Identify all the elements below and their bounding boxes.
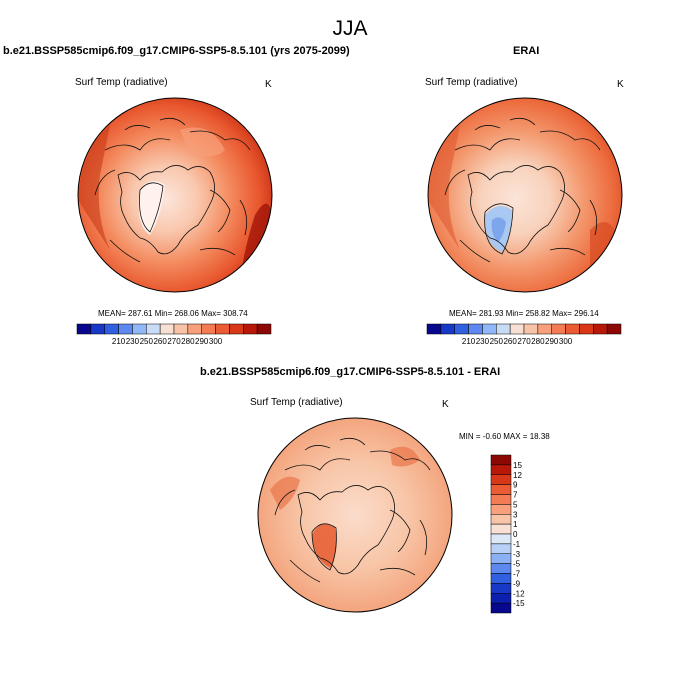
colorbar-tick-label: -9 — [513, 579, 521, 588]
colorbar-tick-label: 3 — [513, 510, 518, 519]
colorbar-swatch — [482, 323, 497, 335]
colorbar-tick-label: -15 — [513, 599, 525, 608]
colorbar-swatch — [215, 323, 230, 335]
panel-1-colorbar: 210 230 250 260 270 280 290 300 — [76, 323, 272, 346]
colorbar-swatch — [565, 323, 580, 335]
colorbar-swatch — [579, 323, 594, 335]
panel-1-stats: MEAN= 287.61 Min= 268.06 Max= 308.74 — [98, 309, 248, 318]
colorbar-swatch — [593, 323, 608, 335]
colorbar-tick-label: 210 — [462, 337, 476, 346]
colorbar-swatch — [440, 323, 455, 335]
panel-3-polar-map — [257, 417, 453, 613]
colorbar-swatch — [490, 454, 512, 466]
colorbar-swatch — [468, 323, 483, 335]
colorbar-tick-label: 260 — [503, 337, 517, 346]
panel-3-title: b.e21.BSSP585cmip6.f09_g17.CMIP6-SSP5-8.… — [200, 366, 501, 378]
panel-1-polar-map — [77, 97, 273, 293]
colorbar-swatch — [229, 323, 244, 335]
colorbar-tick-label: 5 — [513, 500, 518, 509]
colorbar-tick-label: 280 — [181, 337, 195, 346]
colorbar-tick-label: 210 — [112, 337, 126, 346]
panel-3-variable-label: Surf Temp (radiative) — [250, 397, 343, 408]
colorbar-swatch — [490, 583, 512, 594]
panel-3-units-label: K — [442, 399, 449, 410]
colorbar-swatch — [159, 323, 175, 335]
colorbar-swatch — [76, 323, 92, 335]
colorbar-swatch — [454, 323, 469, 335]
colorbar-swatch — [551, 323, 566, 335]
panel-1-variable-label: Surf Temp (radiative) — [75, 77, 168, 88]
colorbar-swatch — [90, 323, 105, 335]
colorbar-swatch — [490, 563, 512, 574]
colorbar-tick-label: 7 — [513, 491, 518, 500]
colorbar-swatch — [537, 323, 552, 335]
colorbar-tick-label: 250 — [140, 337, 154, 346]
colorbar-tick-label: -12 — [513, 589, 525, 598]
colorbar-swatch — [490, 573, 512, 584]
panel-3-stats: MIN = -0.60 MAX = 18.38 — [459, 432, 550, 441]
colorbar-tick-label: 270 — [517, 337, 531, 346]
colorbar-swatch — [490, 523, 512, 535]
colorbar-swatch — [490, 602, 512, 614]
colorbar-tick-label: 15 — [513, 461, 522, 470]
colorbar-swatch — [118, 323, 133, 335]
colorbar-tick-label: -7 — [513, 570, 521, 579]
colorbar-tick-label: 300 — [209, 337, 223, 346]
colorbar-swatch — [490, 484, 512, 495]
panel-1-title: b.e21.BSSP585cmip6.f09_g17.CMIP6-SSP5-8.… — [3, 45, 350, 57]
panel-2-polar-map — [427, 97, 623, 293]
colorbar-swatch — [104, 323, 119, 335]
colorbar-swatch — [243, 323, 258, 335]
colorbar-tick-label: 260 — [153, 337, 167, 346]
colorbar-tick-label: 290 — [545, 337, 559, 346]
colorbar-swatch — [490, 474, 512, 485]
panel-2-stats: MEAN= 281.93 Min= 258.82 Max= 296.14 — [449, 309, 599, 318]
colorbar-swatch — [509, 323, 525, 335]
colorbar-tick-label: -5 — [513, 560, 521, 569]
panel-2-colorbar: 210 230 250 260 270 280 290 300 — [426, 323, 622, 346]
colorbar-swatch — [490, 543, 512, 554]
colorbar-swatch — [256, 323, 272, 335]
colorbar-swatch — [490, 593, 512, 604]
colorbar-tick-label: 12 — [513, 471, 522, 480]
colorbar-tick-label: 1 — [513, 520, 518, 529]
panel-1-units-label: K — [265, 79, 272, 90]
colorbar-swatch — [490, 514, 512, 525]
colorbar-tick-label: 290 — [195, 337, 209, 346]
figure-title: JJA — [332, 17, 368, 40]
colorbar-swatch — [523, 323, 539, 335]
colorbar-swatch — [146, 323, 161, 335]
colorbar-tick-label: 280 — [531, 337, 545, 346]
colorbar-swatch — [187, 323, 202, 335]
panel-2-variable-label: Surf Temp (radiative) — [425, 77, 518, 88]
colorbar-swatch — [490, 553, 512, 564]
colorbar-tick-label: 9 — [513, 481, 518, 490]
colorbar-swatch — [426, 323, 442, 335]
colorbar-swatch — [490, 533, 512, 545]
colorbar-swatch — [201, 323, 216, 335]
colorbar-tick-label: 250 — [490, 337, 504, 346]
colorbar-swatch — [173, 323, 189, 335]
colorbar-swatch — [490, 464, 512, 475]
colorbar-tick-label: -3 — [513, 550, 521, 559]
colorbar-tick-label: 230 — [476, 337, 490, 346]
colorbar-tick-label: 270 — [167, 337, 181, 346]
colorbar-swatch — [490, 504, 512, 515]
colorbar-tick-label: 300 — [559, 337, 573, 346]
panel-2-title: ERAI — [513, 45, 540, 57]
panel-2-units-label: K — [617, 79, 624, 90]
colorbar-tick-label: 0 — [513, 530, 518, 539]
colorbar-swatch — [606, 323, 622, 335]
colorbar-tick-label: 230 — [126, 337, 140, 346]
colorbar-swatch — [496, 323, 511, 335]
colorbar-swatch — [132, 323, 147, 335]
colorbar-tick-label: -1 — [513, 540, 521, 549]
colorbar-swatch — [490, 494, 512, 505]
